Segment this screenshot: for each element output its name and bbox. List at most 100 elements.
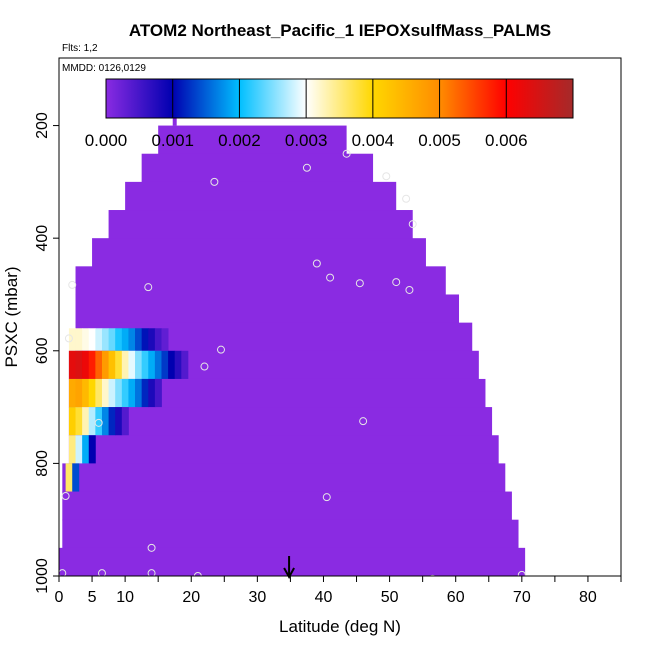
colorbar-tick-label: 0.000 — [85, 131, 128, 150]
value-cell — [154, 328, 162, 351]
data-point — [405, 285, 414, 294]
value-cell — [75, 378, 83, 408]
value-cell — [82, 435, 90, 464]
domain-cell — [62, 519, 519, 549]
colorbar-tick-label: 0.005 — [418, 131, 461, 150]
value-cell — [161, 350, 169, 379]
colorbar-ticks: 0.000 0.001 0.002 0.003 0.004 0.005 0.006 — [85, 79, 528, 150]
domain-cell — [75, 266, 446, 295]
value-cell — [141, 328, 149, 351]
value-cell — [75, 328, 83, 351]
plot-area — [59, 105, 526, 585]
value-cell — [101, 350, 109, 379]
colorbar-gradient — [105, 78, 574, 119]
colorbar-tick-label: 0.003 — [285, 131, 328, 150]
domain-cell — [141, 153, 374, 183]
value-cell — [88, 435, 96, 464]
data-point — [408, 220, 417, 229]
x-axis-label: Latitude (deg N) — [279, 617, 401, 636]
value-cell — [95, 407, 103, 436]
value-cell — [141, 378, 149, 408]
data-point — [210, 177, 219, 186]
data-point — [147, 543, 156, 552]
value-cell — [88, 407, 96, 436]
data-point — [360, 578, 367, 585]
data-point — [144, 283, 153, 292]
value-cell — [68, 407, 76, 436]
x-axis: 0 5 10 20 30 40 50 60 70 80 — [55, 575, 622, 606]
points-layer — [59, 149, 526, 585]
chart-title: ATOM2 Northeast_Pacific_1 IEPOXsulfMass_… — [129, 21, 551, 40]
data-point — [216, 345, 225, 354]
data-point — [59, 569, 67, 576]
data-point — [147, 569, 156, 576]
value-cell — [128, 378, 136, 408]
data-point — [399, 578, 406, 585]
value-cell — [181, 350, 189, 379]
data-point — [382, 172, 391, 181]
value-cell — [82, 350, 90, 379]
y-tick-label: 600 — [34, 337, 51, 364]
value-cell — [75, 350, 83, 379]
value-cell — [161, 328, 169, 351]
value-cell — [68, 378, 76, 408]
value-cell — [82, 378, 90, 408]
value-cell — [121, 407, 129, 436]
x-tick-label: 5 — [88, 589, 97, 606]
value-cell — [121, 328, 129, 351]
value-cell — [82, 328, 90, 351]
value-cell — [95, 328, 103, 351]
value-cell — [101, 407, 109, 436]
value-cell — [108, 350, 116, 379]
domain-cell — [92, 238, 426, 267]
colorbar-tick-label: 0.006 — [485, 131, 528, 150]
domain-cell — [158, 125, 347, 155]
y-tick-label: 200 — [34, 112, 51, 139]
value-cell — [88, 328, 96, 351]
data-point — [342, 149, 351, 158]
value-cell — [75, 435, 83, 464]
data-point — [68, 280, 77, 289]
value-cell — [148, 350, 156, 379]
value-cell — [95, 350, 103, 379]
data-point — [94, 418, 103, 427]
domain-cell — [62, 463, 506, 493]
colorbar: 0.000 0.001 0.002 0.003 0.004 0.005 0.006 — [85, 78, 574, 150]
data-point — [517, 570, 526, 576]
latitude-arrow — [283, 556, 295, 580]
value-band-layer — [65, 328, 189, 492]
value-cell — [95, 378, 103, 408]
x-tick-label: 30 — [248, 589, 266, 606]
value-cell — [108, 378, 116, 408]
value-cell — [101, 378, 109, 408]
value-cell — [121, 350, 129, 379]
data-point — [402, 194, 411, 203]
data-point — [312, 259, 321, 268]
value-cell — [68, 350, 76, 379]
value-cell — [72, 463, 80, 492]
value-cell — [168, 350, 176, 379]
value-cell — [108, 328, 116, 351]
value-cell — [115, 407, 123, 436]
arrow-head — [283, 567, 295, 580]
y-tick-label: 1000 — [34, 558, 51, 594]
data-point — [355, 279, 364, 288]
colorbar-tick-label: 0.004 — [352, 131, 395, 150]
value-cell — [82, 407, 90, 436]
data-point — [302, 163, 311, 172]
data-point — [64, 334, 73, 343]
value-cell — [108, 407, 116, 436]
data-point — [200, 362, 209, 371]
data-point — [193, 572, 202, 576]
x-tick-label: 50 — [381, 589, 399, 606]
x-tick-label: 70 — [513, 589, 531, 606]
y-tick-label: 800 — [34, 450, 51, 477]
y-tick-label: 400 — [34, 225, 51, 252]
value-cell — [101, 328, 109, 351]
value-cell — [128, 350, 136, 379]
data-point — [322, 493, 331, 502]
dates-label: MMDD: 0126,0129 — [62, 63, 146, 74]
y-axis: 200 400 600 800 1000 — [34, 58, 60, 594]
data-point — [392, 278, 401, 287]
